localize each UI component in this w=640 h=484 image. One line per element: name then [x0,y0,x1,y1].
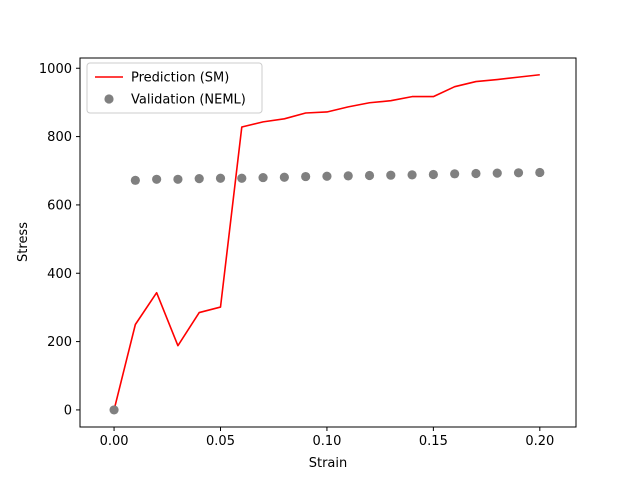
y-tick-label: 400 [47,267,72,282]
data-point-validation-neml [364,170,375,181]
data-point-validation-neml [513,168,524,178]
legend-label: Validation (NEML) [131,93,246,108]
data-point-validation-neml [258,172,268,183]
x-tick-label: 0.20 [525,434,554,449]
data-point-validation-neml [301,171,311,182]
data-point-validation-neml [152,174,162,184]
data-point-validation-neml [194,174,204,184]
x-tick-label: 0.15 [419,434,448,449]
y-tick-label: 800 [47,130,72,145]
y-tick-label: 0 [64,403,72,418]
x-axis-label: Strain [309,456,348,471]
data-point-validation-neml [130,175,140,185]
data-point-validation-neml [386,170,396,180]
legend: Prediction (SM) Validation (NEML) [86,62,263,114]
data-point-validation-neml [109,405,119,415]
legend-box [86,62,263,114]
x-tick-label: 0.00 [100,434,129,449]
x-tick-label: 0.05 [206,434,235,449]
series-line-prediction-sm [113,73,540,411]
x-tick-label: 0.10 [312,434,341,449]
data-point-validation-neml [450,169,460,179]
legend-label: Prediction (SM) [131,71,229,86]
data-point-validation-neml [428,169,438,180]
data-point-validation-neml [322,171,332,181]
data-point-validation-neml [343,171,353,181]
legend-swatch-validation-neml [104,94,114,104]
data-point-validation-neml [471,168,481,179]
plot-frame [79,57,577,428]
y-tick-label: 200 [47,335,72,350]
data-point-validation-neml [535,167,545,178]
data-point-validation-neml [173,174,183,184]
y-tick-label: 600 [47,198,72,213]
data-point-validation-neml [237,173,247,183]
axes: 0.00 0.05 0.10 0.15 0.20 0 200 400 600 800 1000 [39,57,577,449]
y-axis-label: Stress [16,222,31,262]
data-point-validation-neml [407,170,417,180]
y-tick-label: 1000 [39,62,72,77]
plot-area [109,73,545,415]
data-point-validation-neml [279,172,289,182]
data-point-validation-neml [215,173,226,183]
data-point-validation-neml [492,168,502,178]
